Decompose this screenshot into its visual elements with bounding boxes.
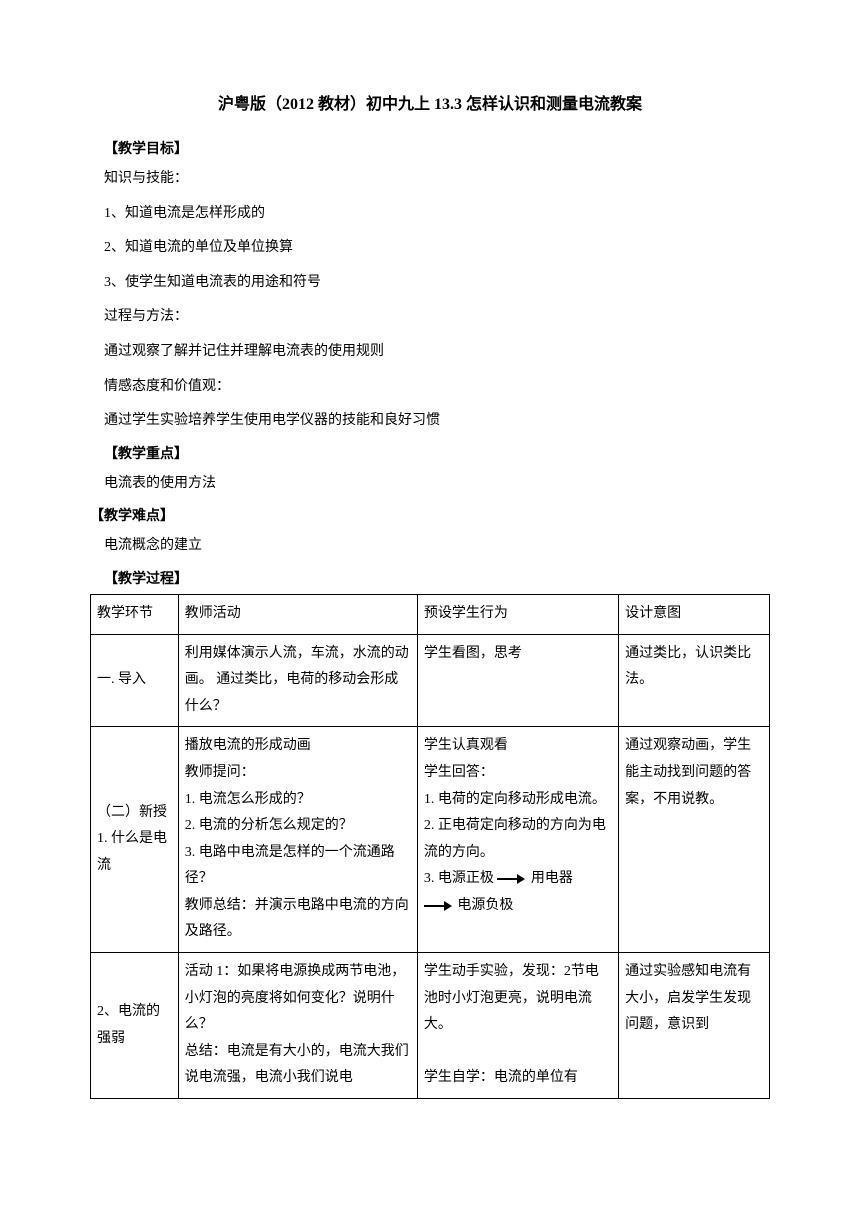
document-title: 沪粤版（2012 教材）初中九上 13.3 怎样认识和测量电流教案 [90, 90, 770, 114]
table-header-row: 教学环节 教师活动 预设学生行为 设计意图 [91, 594, 770, 634]
cell-intent: 通过观察动画，学生能主动找到问题的答案，不用说教。 [619, 727, 770, 953]
student-flow-line: 电源负极 [424, 893, 612, 920]
flow-text: 电源负极 [457, 898, 513, 913]
cell-stage: 一. 导入 [91, 634, 179, 727]
heading-difficulty: 【教学难点】 [90, 505, 770, 525]
heading-objectives: 【教学目标】 [90, 138, 770, 158]
table-row: 一. 导入 利用媒体演示人流，车流，水流的动画。 通过类比，电荷的移动会形成什么… [91, 634, 770, 727]
line-ks3: 3、使学生知道电流表的用途和符号 [90, 270, 770, 297]
flow-text: 用电器 [531, 871, 573, 886]
subheading-knowledge-skill: 知识与技能： [90, 166, 770, 193]
cell-stage: 2、电流的强弱 [91, 953, 179, 1099]
th-student: 预设学生行为 [417, 594, 618, 634]
arrow-icon [424, 901, 454, 911]
student-flow-line: 3. 电源正极 用电器 [424, 866, 612, 893]
student-line: 学生回答： [424, 760, 612, 787]
cell-stage: （二）新授 1. 什么是电流 [91, 727, 179, 953]
cell-student: 学生动手实验，发现：2节电池时小灯泡更亮，说明电流大。 学生自学：电流的单位有 [417, 953, 618, 1099]
cell-student: 学生认真观看 学生回答： 1. 电荷的定向移动形成电流。 2. 正电荷定向移动的… [417, 727, 618, 953]
heading-procedure: 【教学过程】 [90, 568, 770, 588]
student-line: 2. 正电荷定向移动的方向为电流的方向。 [424, 813, 612, 866]
subheading-attitude: 情感态度和价值观： [90, 374, 770, 401]
th-intent: 设计意图 [619, 594, 770, 634]
heading-key-point: 【教学重点】 [90, 443, 770, 463]
cell-intent: 通过实验感知电流有大小，启发学生发现问题，意识到 [619, 953, 770, 1099]
lesson-table: 教学环节 教师活动 预设学生行为 设计意图 一. 导入 利用媒体演示人流，车流，… [90, 594, 770, 1099]
subheading-process-method: 过程与方法： [90, 304, 770, 331]
line-pm1: 通过观察了解并记住并理解电流表的使用规则 [90, 339, 770, 366]
table-row: （二）新授 1. 什么是电流 播放电流的形成动画 教师提问： 1. 电流怎么形成… [91, 727, 770, 953]
cell-intent: 通过类比，认识类比法。 [619, 634, 770, 727]
th-teacher: 教师活动 [178, 594, 417, 634]
line-ks2: 2、知道电流的单位及单位换算 [90, 235, 770, 262]
cell-teacher: 利用媒体演示人流，车流，水流的动画。 通过类比，电荷的移动会形成什么？ [178, 634, 417, 727]
document-page: 沪粤版（2012 教材）初中九上 13.3 怎样认识和测量电流教案 【教学目标】… [0, 0, 860, 1139]
th-stage: 教学环节 [91, 594, 179, 634]
cell-student: 学生看图，思考 [417, 634, 618, 727]
cell-teacher: 活动 1：如果将电源换成两节电池，小灯泡的亮度将如何变化？说明什么？ 总结：电流… [178, 953, 417, 1099]
line-ks1: 1、知道电流是怎样形成的 [90, 201, 770, 228]
cell-teacher: 播放电流的形成动画 教师提问： 1. 电流怎么形成的？ 2. 电流的分析怎么规定… [178, 727, 417, 953]
line-kp1: 电流表的使用方法 [90, 471, 770, 498]
student-line: 1. 电荷的定向移动形成电流。 [424, 787, 612, 814]
line-att1: 通过学生实验培养学生使用电学仪器的技能和良好习惯 [90, 408, 770, 435]
table-row: 2、电流的强弱 活动 1：如果将电源换成两节电池，小灯泡的亮度将如何变化？说明什… [91, 953, 770, 1099]
student-line: 学生认真观看 [424, 733, 612, 760]
line-d1: 电流概念的建立 [90, 533, 770, 560]
flow-text: 3. 电源正极 [424, 871, 494, 886]
arrow-icon [497, 874, 527, 884]
